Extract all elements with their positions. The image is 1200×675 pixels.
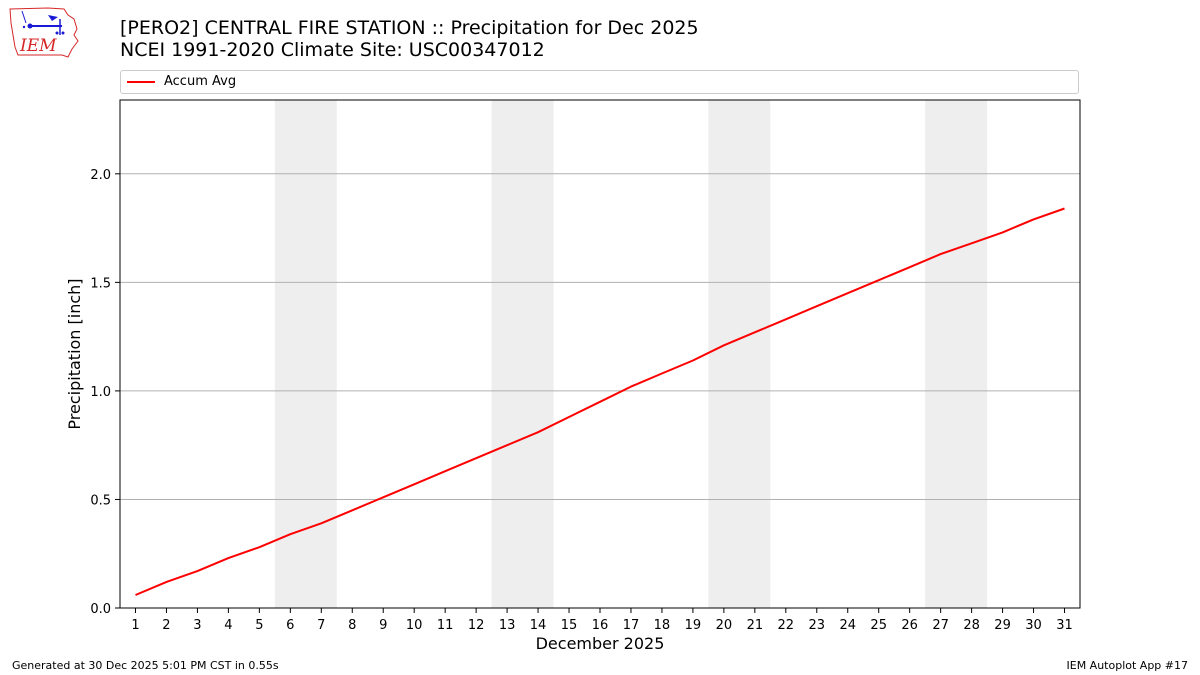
x-tick-label-16: 16 (592, 618, 609, 633)
legend-label-accum-avg: Accum Avg (164, 74, 237, 89)
x-axis-label: December 2025 (536, 634, 665, 653)
weekend-band-4 (925, 100, 988, 608)
series-line-accum-avg (135, 207, 1065, 596)
x-tick-label-1: 1 (131, 618, 139, 633)
x-tick-label-18: 18 (654, 618, 671, 633)
x-tick-label-30: 30 (1025, 618, 1042, 633)
weekend-band-3 (708, 100, 771, 608)
x-tick-label-20: 20 (716, 618, 733, 633)
x-tick-label-7: 7 (317, 618, 325, 633)
legend: Accum Avg (120, 70, 1079, 94)
x-tick-label-11: 11 (437, 618, 454, 633)
weekend-band-1 (274, 100, 337, 608)
y-tick-label-4: 2.0 (90, 168, 111, 183)
x-tick-label-15: 15 (561, 618, 578, 633)
x-tick-label-22: 22 (778, 618, 795, 633)
x-tick-label-27: 27 (932, 618, 949, 633)
x-tick-label-17: 17 (623, 618, 640, 633)
generated-footer: Generated at 30 Dec 2025 5:01 PM CST in … (12, 659, 279, 672)
y-tick-label-2: 1.0 (90, 385, 111, 400)
x-tick-label-19: 19 (685, 618, 702, 633)
x-tick-label-25: 25 (870, 618, 887, 633)
x-tick-label-12: 12 (468, 618, 485, 633)
x-tick-label-4: 4 (224, 618, 232, 633)
logo-text: IEM (19, 36, 57, 56)
x-tick-label-23: 23 (809, 618, 826, 633)
x-tick-label-5: 5 (255, 618, 263, 633)
chart-title: [PERO2] CENTRAL FIRE STATION :: Precipit… (120, 17, 699, 39)
y-tick-label-0: 0.0 (90, 602, 111, 617)
chart-subtitle: NCEI 1991-2020 Climate Site: USC00347012 (120, 39, 545, 61)
iem-logo: IEM (9, 7, 79, 58)
y-tick-label-3: 1.5 (90, 276, 111, 291)
x-tick-label-10: 10 (406, 618, 423, 633)
x-tick-label-8: 8 (348, 618, 356, 633)
x-tick-label-21: 21 (747, 618, 764, 633)
y-axis-label: Precipitation [inch] (65, 278, 84, 429)
weekend-band-2 (491, 100, 554, 608)
y-tick-label-1: 0.5 (90, 493, 111, 508)
x-tick-label-6: 6 (286, 618, 294, 633)
x-tick-label-31: 31 (1056, 618, 1073, 633)
x-tick-label-14: 14 (530, 618, 547, 633)
x-tick-label-29: 29 (994, 618, 1011, 633)
x-tick-label-24: 24 (839, 618, 856, 633)
x-tick-label-9: 9 (379, 618, 387, 633)
x-tick-label-26: 26 (901, 618, 918, 633)
x-tick-label-13: 13 (499, 618, 516, 633)
app-footer: IEM Autoplot App #17 (1066, 659, 1189, 672)
x-tick-label-2: 2 (162, 618, 170, 633)
x-tick-label-28: 28 (963, 618, 980, 633)
x-tick-label-3: 3 (193, 618, 201, 633)
legend-swatch-accum-avg (127, 81, 155, 83)
